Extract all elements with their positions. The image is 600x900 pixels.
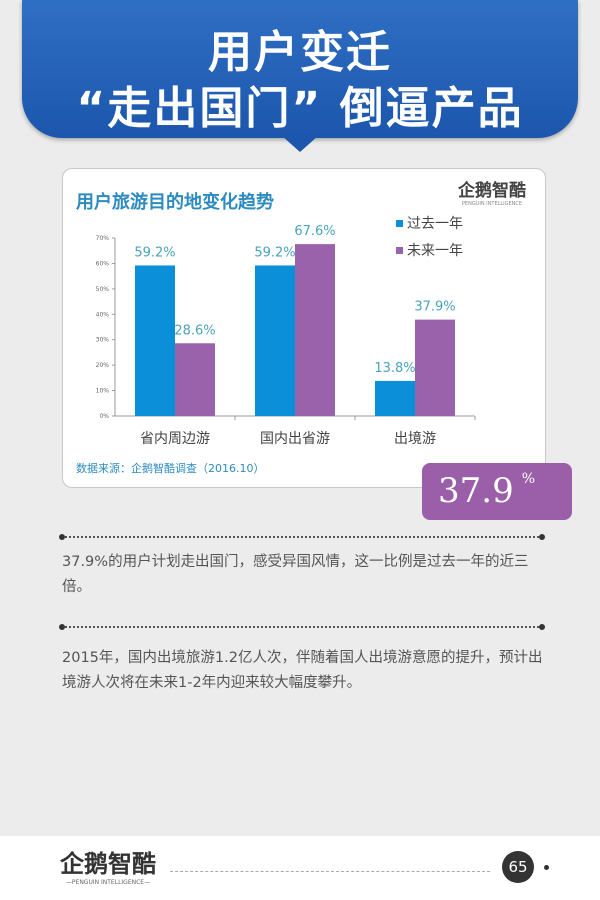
y-tick-label: 50% [96,286,110,293]
card-logo: 企鹅智酷 PENGUIN INTELLIGENCE [458,181,526,207]
banner-pointer [282,136,318,152]
footer-line [170,871,490,872]
data-label: 59.2% [254,245,295,260]
bar-future [295,244,335,416]
page-title-line1: 用户变迁 [208,27,392,78]
legend-swatch [396,220,403,227]
x-tick-label: 省内周边游 [140,431,210,447]
y-tick-label: 70% [96,235,110,242]
bar-future [175,343,215,416]
data-label: 59.2% [134,245,175,260]
data-label: 67.6% [294,224,335,239]
bar-future [415,319,455,416]
decor-dot [544,865,549,870]
x-tick-label: 国内出省游 [260,431,330,447]
paragraph-2: 2015年，国内出境旅游1.2亿人次，伴随着国人出境游意愿的提升，预计出境游人次… [62,650,543,691]
y-tick-label: 60% [96,260,110,267]
y-tick-label: 40% [96,311,110,318]
page-number: 65 [502,851,534,883]
header-banner [22,0,578,138]
y-tick-label: 0% [99,413,109,420]
x-tick-label: 出境游 [394,431,436,447]
data-source: 数据来源：企鹅智酷调查（2016.10） [76,462,265,475]
bar-past [135,265,175,416]
highlight-badge: 37.9% [422,463,572,520]
bar-past [255,265,295,416]
page-title-line2: “走出国门” 倒逼产品 [76,83,524,134]
data-label: 28.6% [174,323,215,338]
bar-past [375,380,415,416]
y-tick-label: 10% [96,388,110,395]
paragraph-1: 37.9%的用户计划走出国门，感受异国风情，这一比例是过去一年的近三倍。 [62,554,529,595]
y-tick-label: 20% [96,362,110,369]
legend-label: 未来一年 [407,243,463,259]
footer-logo: 企鹅智酷 —PENGUIN INTELLIGENCE— [60,850,156,886]
chart-title: 用户旅游目的地变化趋势 [76,192,274,213]
footer [0,836,600,900]
legend-label: 过去一年 [407,216,463,232]
data-label: 13.8% [374,361,415,376]
data-label: 37.9% [414,300,455,315]
y-tick-label: 30% [96,337,110,344]
divider [59,624,545,630]
legend-swatch [396,247,403,254]
divider [59,534,545,540]
